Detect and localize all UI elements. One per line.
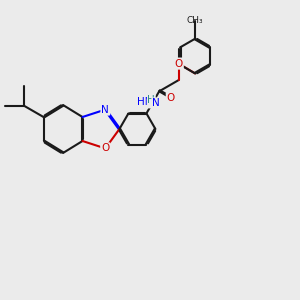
Text: N: N [152,98,160,108]
Text: HN: HN [137,98,153,107]
Text: CH₃: CH₃ [187,16,203,25]
Text: O: O [175,58,183,69]
Text: O: O [167,93,175,103]
Text: H: H [147,95,155,105]
Text: O: O [101,143,110,153]
Text: N: N [101,105,109,115]
